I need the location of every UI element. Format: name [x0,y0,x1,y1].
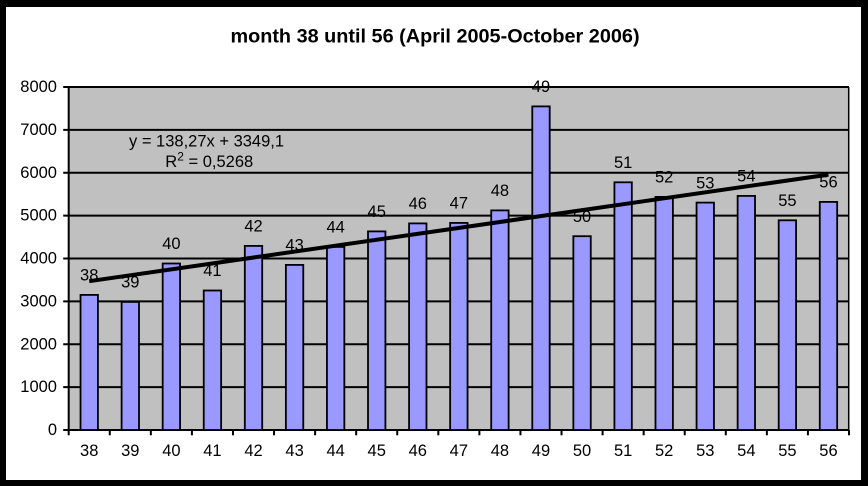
svg-text:54: 54 [737,442,755,460]
svg-text:R2 = 0,5268: R2 = 0,5268 [165,150,253,171]
svg-text:38: 38 [80,267,98,285]
svg-text:56: 56 [819,442,837,460]
svg-text:50: 50 [573,442,591,460]
svg-text:8000: 8000 [20,78,57,96]
svg-text:55: 55 [778,192,796,210]
svg-text:50: 50 [573,208,591,226]
svg-text:45: 45 [368,442,386,460]
svg-text:42: 42 [244,442,262,460]
svg-text:38: 38 [80,442,98,460]
svg-text:49: 49 [532,442,550,460]
svg-text:42: 42 [244,218,262,236]
svg-text:0: 0 [48,421,57,439]
svg-text:month 38 until 56 (April 2005-: month 38 until 56 (April 2005-October 20… [230,25,639,47]
svg-text:40: 40 [162,442,180,460]
svg-text:47: 47 [450,195,468,213]
svg-text:53: 53 [696,442,714,460]
svg-text:52: 52 [655,169,673,187]
svg-text:51: 51 [614,154,632,172]
svg-text:5000: 5000 [20,207,57,225]
svg-text:44: 44 [326,442,344,460]
svg-text:3000: 3000 [20,292,57,310]
svg-text:47: 47 [450,442,468,460]
svg-text:43: 43 [285,442,303,460]
svg-text:44: 44 [326,219,344,237]
svg-text:41: 41 [203,442,221,460]
svg-text:45: 45 [368,203,386,221]
svg-text:48: 48 [491,182,509,200]
svg-text:4000: 4000 [20,250,57,268]
svg-text:54: 54 [737,168,755,186]
svg-text:48: 48 [491,442,509,460]
svg-text:1000: 1000 [20,378,57,396]
svg-text:40: 40 [162,235,180,253]
svg-text:39: 39 [121,274,139,292]
svg-text:46: 46 [409,195,427,213]
svg-text:y = 138,27x + 3349,1: y = 138,27x + 3349,1 [129,133,284,151]
svg-text:53: 53 [696,174,714,192]
svg-text:2000: 2000 [20,335,57,353]
svg-text:7000: 7000 [20,121,57,139]
svg-text:51: 51 [614,442,632,460]
svg-text:46: 46 [409,442,427,460]
svg-text:39: 39 [121,442,139,460]
svg-text:55: 55 [778,442,796,460]
svg-text:49: 49 [532,78,550,96]
svg-text:52: 52 [655,442,673,460]
svg-text:43: 43 [285,237,303,255]
svg-text:41: 41 [203,262,221,280]
svg-text:6000: 6000 [20,164,57,182]
svg-text:56: 56 [819,174,837,192]
